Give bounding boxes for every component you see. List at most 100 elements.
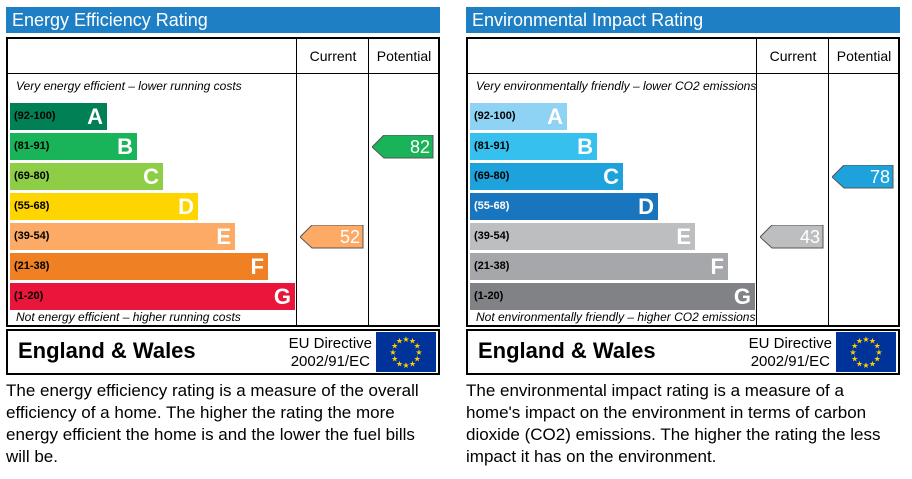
eu-star-icon: ★ [851, 355, 858, 364]
band-letter: E [216, 224, 231, 249]
eu-flag-graphic: ★ ★★★★★★★★★★★ [836, 332, 896, 372]
potential-pointer-arrow [372, 134, 434, 158]
eu-star-icon: ★ [869, 359, 876, 368]
rating-band-b: (81-91) B [470, 133, 597, 160]
band-letter: A [547, 104, 563, 129]
eu-star-icon: ★ [856, 359, 863, 368]
band-range: (21-38) [14, 260, 50, 272]
rating-band-g: (1-20) G [10, 283, 295, 310]
potential-pointer-shape [832, 164, 894, 188]
potential-rating-pointer: 78 [832, 164, 894, 189]
eu-directive: EU Directive 2002/91/EC [749, 335, 832, 371]
band-letter: D [178, 194, 194, 219]
band-range: (81-91) [474, 140, 510, 152]
band-range: (55-68) [14, 200, 50, 212]
current-rating-value: 52 [339, 226, 360, 247]
band-letter: B [577, 134, 593, 159]
eu-star-icon: ★ [851, 342, 858, 351]
band-range: (21-38) [474, 260, 510, 272]
rating-band-d: (55-68) D [470, 193, 658, 220]
top-note: Very environmentally friendly – lower CO… [476, 79, 757, 93]
rating-chart: Current Potential Very environmentally fri… [466, 37, 900, 327]
eu-directive-line1: EU Directive [288, 335, 372, 352]
eu-flag-icon: ★ ★ ★ ★ ★ ★ ★ ★ ★ ★ ★ ★ [376, 332, 436, 372]
current-pointer-shape [760, 224, 824, 248]
eu-star-icon: ★ [874, 342, 881, 351]
current-rating-pointer: 43 [760, 224, 824, 249]
eu-star-icon: ★ [875, 348, 882, 357]
energy-efficiency-panel: Energy Efficiency Rating Current Potential… [6, 7, 440, 473]
chart-title: Energy Efficiency Rating [6, 7, 440, 33]
band-range: (81-91) [14, 140, 50, 152]
eu-flag-background [836, 332, 896, 372]
eu-star-icon: ★ [869, 337, 876, 346]
eu-directive-line2: 2002/91/EC [750, 353, 830, 370]
band-range: (92-100) [14, 110, 56, 122]
eu-star-icon: ★ [414, 355, 421, 364]
eu-star-icon: ★ [849, 348, 856, 357]
band-range: (55-68) [474, 200, 510, 212]
band-range: (39-54) [474, 230, 510, 242]
band-letter: C [143, 164, 159, 189]
eu-star-icon: ★ [391, 342, 398, 351]
band-range: (69-80) [14, 170, 50, 182]
rating-band-f: (21-38) F [470, 253, 728, 280]
eu-star-icon: ★ [409, 337, 416, 346]
eu-star-icon: ★ [391, 355, 398, 364]
rating-band-e: (39-54) E [470, 223, 695, 250]
eu-star-icon: ★ [396, 359, 403, 368]
potential-rating-value: 78 [869, 166, 890, 187]
column-divider [368, 73, 369, 325]
eu-star-icon: ★ [402, 361, 409, 370]
top-note: Very energy efficient – lower running co… [16, 79, 242, 93]
eu-directive-line1: EU Directive [748, 335, 832, 352]
column-header-potential: Potential [828, 39, 899, 74]
potential-pointer-arrow [832, 164, 894, 188]
band-range: (39-54) [14, 230, 50, 242]
rating-band-c: (69-80) C [10, 163, 163, 190]
header-blank-cell [468, 39, 756, 74]
rating-description: The environmental impact rating is a mea… [466, 381, 881, 466]
eu-star-icon: ★ [389, 348, 396, 357]
potential-rating-value: 82 [409, 136, 430, 157]
eu-star-icon: ★ [856, 337, 863, 346]
band-letter: G [273, 284, 291, 309]
current-pointer-arrow [760, 224, 824, 248]
column-divider [296, 73, 297, 325]
eu-star-icon: ★ [415, 348, 422, 357]
header-blank-cell [8, 39, 296, 74]
current-pointer-arrow [300, 224, 364, 248]
rating-band-a: (92-100) A [10, 103, 107, 130]
chart-title: Environmental Impact Rating [466, 7, 900, 33]
eu-flag-background [376, 332, 436, 372]
band-letter: F [250, 254, 264, 279]
bottom-note: Not environmentally friendly – higher CO… [476, 310, 756, 324]
rating-chart: Current Potential Very energy efficient – … [6, 37, 440, 327]
eu-star-icon: ★ [862, 335, 869, 344]
rating-band-e: (39-54) E [10, 223, 235, 250]
eu-flag-icon: ★ ★ ★ ★ ★ ★ ★ ★ ★ ★ ★ ★ [836, 332, 896, 372]
column-header-potential: Potential [368, 39, 439, 74]
current-pointer-shape [300, 224, 364, 248]
rating-band-c: (69-80) C [470, 163, 623, 190]
region-label: England & Wales [18, 338, 196, 363]
environmental-impact-panel: Environmental Impact Rating Current Potent… [466, 7, 900, 473]
band-range: (92-100) [474, 110, 516, 122]
band-letter: E [676, 224, 691, 249]
band-letter: B [117, 134, 133, 159]
band-letter: F [710, 254, 724, 279]
eu-directive: EU Directive 2002/91/EC [289, 335, 372, 371]
column-divider [828, 73, 829, 325]
bottom-note: Not energy efficient – higher running co… [16, 310, 241, 324]
potential-rating-pointer: 82 [372, 134, 434, 159]
column-header-current: Current [296, 39, 369, 74]
column-divider [756, 73, 757, 325]
eu-star-icon: ★ [402, 335, 409, 344]
region-label: England & Wales [478, 338, 656, 363]
band-letter: A [87, 104, 103, 129]
band-range: (1-20) [14, 290, 44, 302]
eu-star-icon: ★ [874, 355, 881, 364]
rating-band-b: (81-91) B [10, 133, 137, 160]
band-range: (69-80) [474, 170, 510, 182]
chart-footer: England & Wales EU Directive 2002/91/EC ★ ★ ★… [6, 329, 440, 375]
